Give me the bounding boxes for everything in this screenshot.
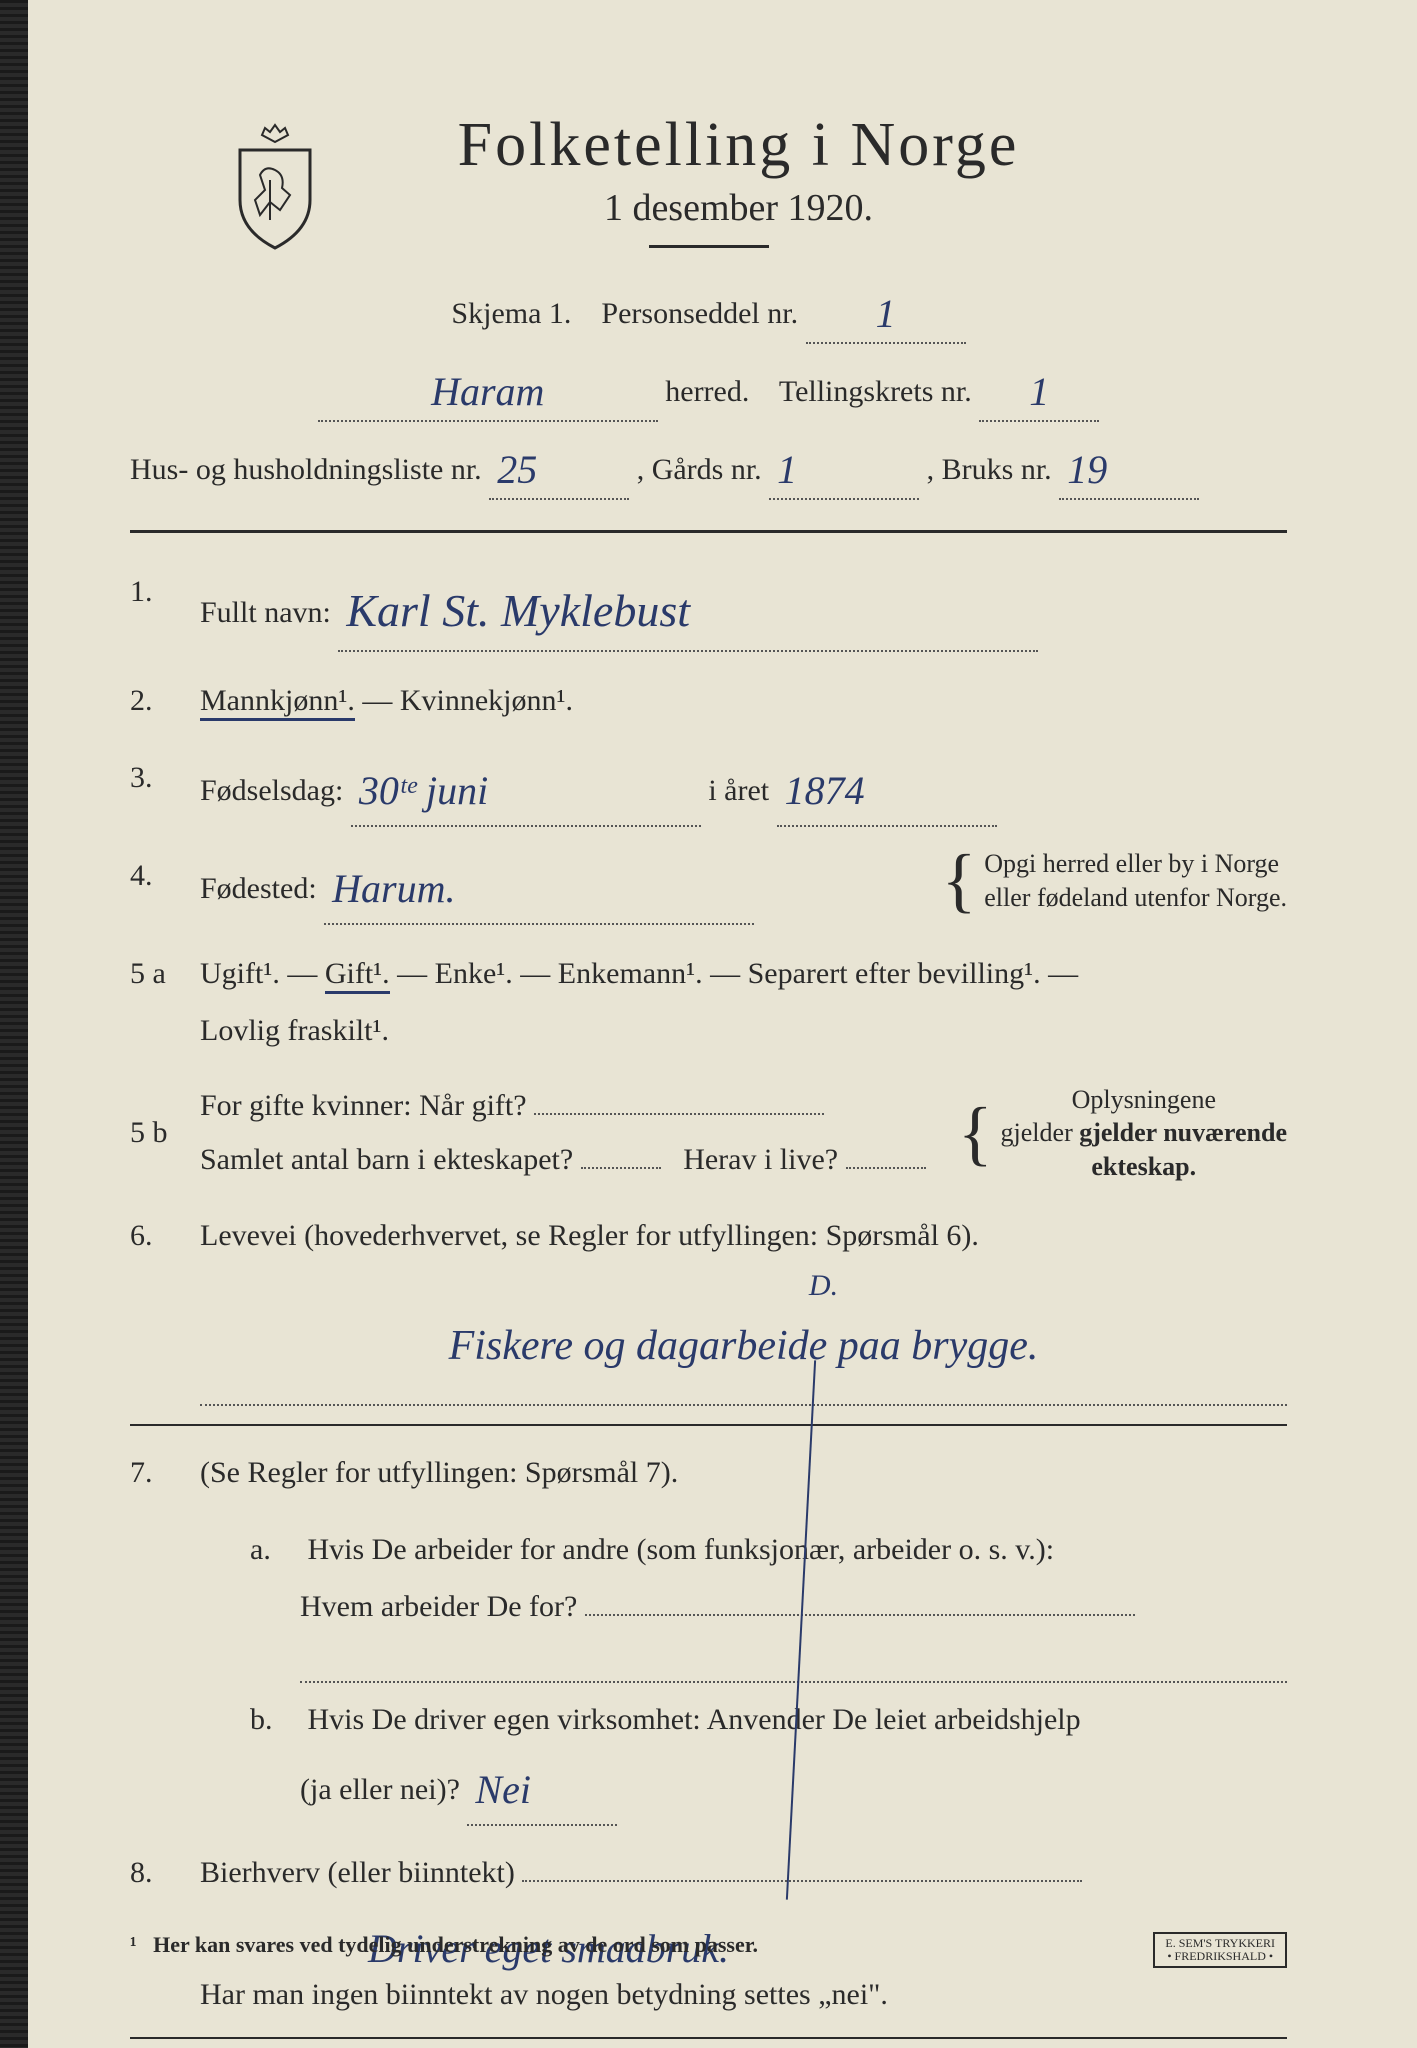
q4-note2: eller fødeland utenfor Norge. [984,883,1287,912]
q3-label2: i året [708,774,769,807]
printer-stamp: E. SEM'S TRYKKERI • FREDRIKSHALD • [1153,1932,1287,1968]
meta-line-2: Haram herred. Tellingskrets nr. 1 [130,356,1287,422]
page-subtitle: 1 desember 1920. [190,186,1287,230]
q5a-opt3: Enke¹. [435,957,513,990]
q7b-letter: b. [250,1691,300,1748]
q4-label: Fødested: [200,872,317,905]
question-8: 8. Bierhverv (eller biinntekt) [130,1844,1287,1901]
q7a-label1: Hvis De arbeider for andre (som funksjon… [308,1533,1055,1566]
question-1: 1. Fullt navn: Karl St. Myklebust [130,563,1287,652]
q7a-underline [300,1653,1287,1683]
q2-sep: — [362,684,400,717]
meta-line-1: Skjema 1. Personseddel nr. 1 [130,278,1287,344]
gards-value: 1 [769,447,805,492]
q5b-num: 5 b [130,1106,200,1160]
footnote-num: ¹ [130,1932,137,1957]
q6-value: Fiskere og dagarbeide paa brygge. [441,1323,1047,1369]
q5b-note: { Oplysningene gjelder gjelder nuværende… [958,1083,1287,1184]
question-2: 2. Mannkjønn¹. — Kvinnekjønn¹. [130,672,1287,729]
footer: ¹ Her kan svares ved tydelig understrekn… [130,1932,1287,1958]
q1-value: Karl St. Myklebust [338,585,698,636]
q7a-label2: Hvem arbeider De for? [300,1590,577,1623]
q5b-note2: gjelder gjelder nuværende [1001,1118,1287,1147]
q6-value-line: D. Fiskere og dagarbeide paa brygge. [200,1284,1287,1366]
q2-opt1: Mannkjønn¹. [200,684,355,721]
husliste-value: 25 [489,447,545,492]
q5a-opt1: Ugift¹. [200,957,280,990]
q6-num: 6. [130,1207,200,1264]
header: Folketelling i Norge 1 desember 1920. Sk… [130,110,1287,500]
q5b-note1: Oplysningene [1072,1085,1216,1114]
question-5a: 5 a Ugift¹. — Gift¹. — Enke¹. — Enkemann… [130,945,1287,1059]
brace-icon: { [942,852,977,910]
gards-label: , Gårds nr. [637,453,762,486]
skjema-label: Skjema 1. [451,297,571,330]
q5a-opt6: Lovlig fraskilt¹. [200,1014,389,1047]
divider-bottom [130,2037,1287,2039]
personseddel-value: 1 [868,291,904,336]
q5b-label2: Samlet antal barn i ekteskapet? [200,1143,573,1176]
question-7b: b. Hvis De driver egen virksomhet: Anven… [250,1691,1287,1826]
herred-value: Haram [423,369,552,414]
q5a-num: 5 a [130,945,200,1059]
brace-icon: { [958,1105,993,1163]
q7b-value: Nei [467,1767,539,1812]
binding-edge [0,0,28,2048]
question-5b: 5 b For gifte kvinner: Når gift? Samlet … [130,1079,1287,1187]
q5a-opt4: Enkemann¹. [558,957,703,990]
q6-label: Levevei (hovederhvervet, se Regler for u… [200,1219,979,1252]
q8-num: 8. [130,1844,200,1901]
q4-note1: Opgi herred eller by i Norge [984,849,1279,878]
q7-num: 7. [130,1444,200,1501]
q5b-label1: For gifte kvinner: Når gift? [200,1089,527,1122]
footnote-text: Her kan svares ved tydelig understreknin… [153,1932,758,1957]
question-4: 4. Fødested: Harum. { Opgi herred eller … [130,847,1287,925]
bruks-value: 19 [1059,447,1115,492]
divider-thin [130,1424,1287,1426]
q5b-label3: Herav i live? [683,1143,838,1176]
tellingskrets-label: Tellingskrets nr. [779,375,972,408]
tellingskrets-value: 1 [1021,369,1057,414]
q2-opt2: Kvinnekjønn¹. [400,684,573,717]
page-title: Folketelling i Norge [190,110,1287,181]
bruks-label: , Bruks nr. [927,453,1052,486]
divider-thick [130,530,1287,533]
question-6: 6. Levevei (hovederhvervet, se Regler fo… [130,1207,1287,1264]
question-7a: a. Hvis De arbeider for andre (som funks… [250,1521,1287,1635]
q4-num: 4. [130,847,200,925]
question-3: 3. Fødselsdag: 30ᵗᵉ juni i året 1874 [130,749,1287,827]
q1-label: Fullt navn: [200,596,331,629]
q3-num: 3. [130,749,200,827]
stamp-line1: E. SEM'S TRYKKERI [1165,1936,1275,1950]
q7b-label1: Hvis De driver egen virksomhet: Anvender… [308,1703,1081,1736]
q8-label: Bierhverv (eller biinntekt) [200,1856,515,1889]
q7a-letter: a. [250,1521,300,1578]
title-divider [649,245,769,248]
question-7: 7. (Se Regler for utfyllingen: Spørsmål … [130,1444,1287,1501]
q5a-opt2: Gift¹. [325,957,390,994]
q6-underline [200,1376,1287,1406]
personseddel-label: Personseddel nr. [601,297,798,330]
q4-note: { Opgi herred eller by i Norge eller fød… [942,847,1287,915]
herred-label: herred. [665,375,749,408]
q3-label1: Fødselsdag: [200,774,343,807]
husliste-label: Hus- og husholdningsliste nr. [130,453,482,486]
q6-annotation: D. [801,1269,846,1302]
coat-of-arms-icon [220,120,330,250]
meta-line-3: Hus- og husholdningsliste nr. 25 , Gårds… [130,434,1287,500]
q3-value2: 1874 [777,768,873,813]
stamp-line2: • FREDRIKSHALD • [1167,1949,1273,1963]
q3-value1: 30ᵗᵉ juni [351,768,496,813]
q7b-label2: (ja eller nei)? [300,1773,460,1806]
q2-num: 2. [130,672,200,729]
q7-label: (Se Regler for utfyllingen: Spørsmål 7). [200,1444,1287,1501]
q5b-note3: ekteskap. [1091,1152,1196,1181]
q1-num: 1. [130,563,200,652]
q5a-opt5: Separert efter bevilling¹. [748,957,1041,990]
document-page: Folketelling i Norge 1 desember 1920. Sk… [40,30,1377,2008]
q4-value: Harum. [324,866,463,911]
q8-note: Har man ingen biinntekt av nogen betydni… [200,1978,1287,2012]
